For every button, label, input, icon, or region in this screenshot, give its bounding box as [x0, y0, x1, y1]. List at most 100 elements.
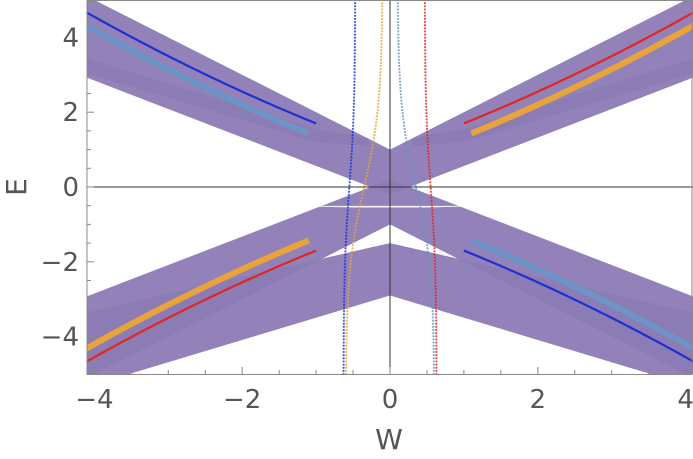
edge-state-lightblue-upper-left	[87, 22, 310, 137]
edge-cloud-orange-left	[378, 86, 381, 90]
edge-cloud-red-right	[432, 240, 436, 244]
edge-cloud-red-right	[435, 350, 438, 354]
edge-cloud-lightblue-right	[400, 96, 403, 99]
edge-cloud-lightblue-right	[397, 52, 400, 55]
edge-cloud-blue-left	[342, 319, 345, 322]
edge-cloud-blue-left	[348, 181, 351, 184]
edge-cloud-blue-left	[353, 20, 357, 24]
edge-cloud-lightblue-right	[428, 262, 431, 266]
edge-cloud-red-right	[434, 306, 438, 310]
x-tick-label: 2	[530, 385, 547, 415]
edge-cloud-lightblue-right	[397, 30, 400, 33]
edge-cloud-orange-left	[354, 225, 358, 228]
edge-cloud-blue-left	[346, 212, 349, 215]
edge-cloud-red-right	[434, 281, 437, 284]
edge-cloud-orange-left	[345, 328, 348, 332]
edge-cloud-red-right	[424, 64, 427, 68]
edge-cloud-blue-left	[349, 174, 352, 178]
edge-cloud-blue-left	[352, 118, 355, 121]
edge-cloud-blue-left	[344, 237, 348, 240]
edge-cloud-lightblue-right	[431, 319, 435, 322]
edge-cloud-orange-left	[357, 209, 361, 212]
edge-cloud-blue-left	[346, 206, 350, 209]
edge-cloud-blue-left	[351, 127, 355, 130]
y-tick-label: −4	[41, 323, 79, 353]
edge-cloud-red-right	[435, 344, 438, 347]
edge-cloud-orange-left	[344, 372, 348, 374]
edge-cloud-blue-left	[349, 171, 352, 174]
edge-cloud-red-right	[435, 328, 438, 332]
edge-cloud-red-right	[425, 115, 428, 118]
edge-cloud-lightblue-right	[429, 278, 432, 281]
edge-cloud-red-right	[423, 5, 426, 8]
edge-cloud-red-right	[423, 8, 426, 11]
edge-cloud-blue-left	[353, 93, 356, 96]
edge-cloud-red-right	[424, 93, 427, 96]
edge-cloud-red-right	[433, 266, 437, 269]
edge-cloud-orange-left	[347, 284, 350, 288]
edge-cloud-orange-left	[370, 149, 373, 152]
edge-cloud-red-right	[424, 61, 427, 64]
edge-cloud-red-right	[434, 272, 437, 275]
edge-cloud-blue-left	[352, 112, 355, 115]
edge-cloud-blue-left	[342, 372, 345, 374]
edge-cloud-orange-left	[365, 174, 368, 178]
edge-cloud-orange-left	[380, 27, 383, 30]
edge-cloud-red-right	[424, 80, 427, 83]
edge-cloud-lightblue-right	[407, 152, 410, 156]
edge-cloud-blue-left	[354, 8, 357, 11]
edge-cloud-lightblue-right	[406, 146, 409, 149]
edge-cloud-orange-left	[377, 93, 381, 96]
edge-cloud-red-right	[431, 209, 434, 212]
edge-cloud-lightblue-right	[402, 118, 405, 121]
edge-cloud-red-right	[423, 30, 427, 33]
edge-cloud-orange-left	[380, 49, 383, 52]
edge-cloud-blue-left	[348, 184, 351, 187]
edge-cloud-blue-left	[344, 259, 347, 262]
edge-cloud-lightblue-right	[396, 20, 400, 24]
edge-cloud-orange-left	[380, 42, 383, 46]
edge-cloud-lightblue-right	[426, 244, 429, 247]
edge-cloud-orange-left	[361, 190, 365, 193]
edge-cloud-lightblue-right	[431, 322, 435, 325]
edge-cloud-orange-left	[377, 102, 380, 105]
edge-cloud-blue-left	[349, 168, 352, 171]
edge-cloud-orange-left	[372, 137, 376, 140]
edge-cloud-lightblue-right	[432, 347, 435, 350]
edge-cloud-orange-left	[377, 99, 380, 102]
edge-cloud-lightblue-right	[415, 187, 418, 190]
edge-cloud-blue-left	[343, 281, 346, 284]
edge-cloud-orange-left	[351, 247, 354, 250]
edge-cloud-lightblue-right	[429, 281, 433, 284]
edge-cloud-red-right	[430, 203, 433, 206]
edge-cloud-red-right	[428, 165, 431, 168]
edge-cloud-red-right	[425, 127, 429, 130]
edge-cloud-orange-left	[378, 80, 382, 83]
y-tick-label: −2	[41, 248, 79, 278]
edge-cloud-blue-left	[350, 149, 353, 152]
edge-cloud-lightblue-right	[396, 17, 400, 20]
edge-cloud-orange-left	[352, 237, 355, 240]
edge-cloud-lightblue-right	[427, 259, 431, 262]
edge-cloud-red-right	[430, 193, 433, 196]
edge-cloud-red-right	[424, 74, 427, 77]
edge-cloud-orange-left	[345, 357, 348, 360]
edge-cloud-red-right	[424, 58, 427, 61]
edge-cloud-blue-left	[342, 306, 346, 310]
edge-cloud-lightblue-right	[432, 335, 435, 338]
edge-cloud-orange-left	[353, 234, 356, 237]
edge-cloud-blue-left	[342, 347, 345, 350]
edge-cloud-red-right	[431, 218, 434, 222]
edge-cloud-blue-left	[346, 215, 349, 218]
edge-cloud-red-right	[435, 335, 438, 338]
edge-cloud-lightblue-right	[430, 284, 433, 288]
edge-cloud-lightblue-right	[400, 102, 403, 105]
edge-cloud-orange-left	[345, 347, 348, 350]
edge-cloud-red-right	[425, 102, 428, 105]
edge-cloud-lightblue-right	[425, 240, 428, 244]
edge-cloud-blue-left	[345, 222, 349, 225]
edge-cloud-lightblue-right	[432, 344, 435, 347]
edge-cloud-blue-left	[354, 5, 357, 8]
edge-cloud-blue-left	[344, 244, 347, 247]
edge-cloud-blue-left	[342, 313, 346, 316]
